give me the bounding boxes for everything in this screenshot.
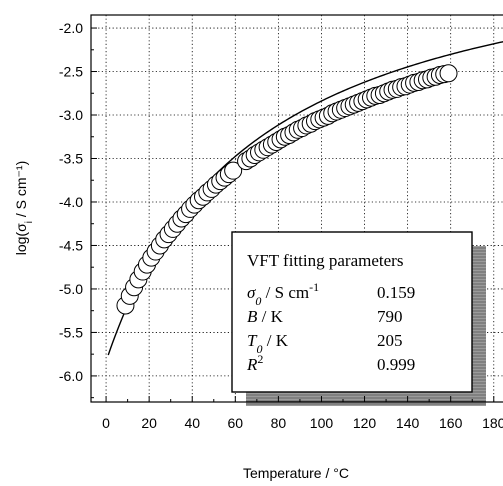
x-tick-label: 80 bbox=[271, 415, 287, 431]
legend-row-label: T0 / K bbox=[247, 331, 289, 356]
y-tick-label: -5.5 bbox=[59, 324, 83, 340]
data-point bbox=[439, 64, 458, 83]
legend-row-label: σ0 / S cm-1 bbox=[247, 280, 319, 308]
y-tick-label: -4.5 bbox=[59, 237, 83, 253]
plot-frame bbox=[90, 14, 503, 403]
y-tick-label: -3.0 bbox=[59, 107, 83, 123]
x-tick-label: 180 bbox=[482, 415, 503, 431]
x-tick-label: 20 bbox=[141, 415, 157, 431]
y-tick-label: -4.0 bbox=[59, 194, 83, 210]
x-tick-label: 40 bbox=[184, 415, 200, 431]
legend-row-value: 0.999 bbox=[377, 355, 415, 374]
legend-row-value: 790 bbox=[377, 307, 403, 326]
x-tick-label: 60 bbox=[228, 415, 244, 431]
legend-row-value: 0.159 bbox=[377, 283, 415, 302]
data-point bbox=[224, 161, 243, 180]
legend-row-label: R2 bbox=[246, 352, 263, 374]
legend: VFT fitting parameters σ0 / S cm-1 0.159 B … bbox=[231, 231, 473, 393]
x-tick-label: 100 bbox=[310, 415, 334, 431]
marker-group bbox=[116, 64, 458, 315]
x-tick-label: 0 bbox=[102, 415, 110, 431]
legend-row-label: B / K bbox=[247, 307, 284, 326]
x-tick-label: 140 bbox=[396, 415, 420, 431]
x-tick-label: 160 bbox=[439, 415, 463, 431]
legend-row-value: 205 bbox=[377, 331, 403, 350]
x-axis-label: Temperature / °C bbox=[243, 465, 349, 481]
y-tick-label: -3.5 bbox=[59, 150, 83, 166]
legend-title: VFT fitting parameters bbox=[247, 251, 403, 270]
axes: 0 20 40 60 80 100 120 140 160 180 -2.0 -2.5 -3.0 -3.5… bbox=[59, 20, 503, 431]
y-tick-label: -2.0 bbox=[59, 20, 83, 36]
legend-box bbox=[231, 231, 473, 393]
y-tick-label: -6.0 bbox=[59, 368, 83, 384]
x-tick-label: 120 bbox=[353, 415, 377, 431]
y-axis-label: log(σi / S cm⁻¹) bbox=[13, 161, 35, 256]
y-tick-label: -5.0 bbox=[59, 281, 83, 297]
y-tick-label: -2.5 bbox=[59, 64, 83, 80]
